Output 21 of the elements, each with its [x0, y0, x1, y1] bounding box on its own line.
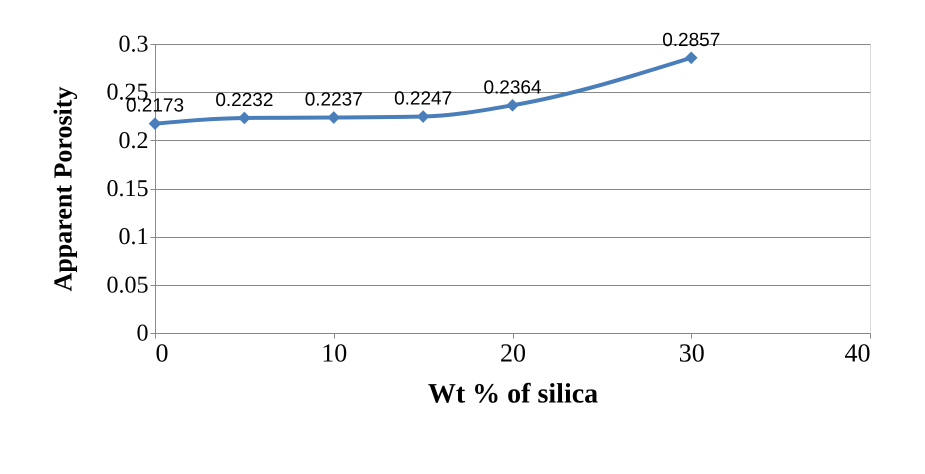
y-tick-label: 0.15	[106, 176, 148, 202]
data-label: 0.2232	[215, 90, 274, 111]
x-tick-label: 40	[844, 338, 870, 368]
x-axis-title: Wt % of silica	[428, 378, 598, 410]
data-label: 0.2364	[483, 77, 542, 98]
data-label: 0.2857	[662, 30, 720, 51]
x-tick-label: 0	[156, 338, 168, 368]
data-label: 0.2237	[304, 90, 363, 110]
x-tick-label: 30	[678, 338, 705, 368]
point	[506, 98, 519, 112]
x-tick-label: 10	[321, 338, 348, 368]
x-tick-label: 20	[500, 338, 526, 368]
y-tick-label: 0.2	[118, 128, 148, 154]
point	[684, 51, 698, 64]
y-tick-label: 0.3	[118, 32, 148, 58]
y-tick-label: 0.1	[118, 224, 148, 250]
y-axis-title: Apparent Porosity	[48, 86, 78, 292]
data-label: 0.2247	[394, 88, 452, 110]
y-tick-label: 0.05	[106, 272, 148, 298]
y-tick-label: 0	[136, 320, 148, 346]
point	[148, 117, 162, 130]
